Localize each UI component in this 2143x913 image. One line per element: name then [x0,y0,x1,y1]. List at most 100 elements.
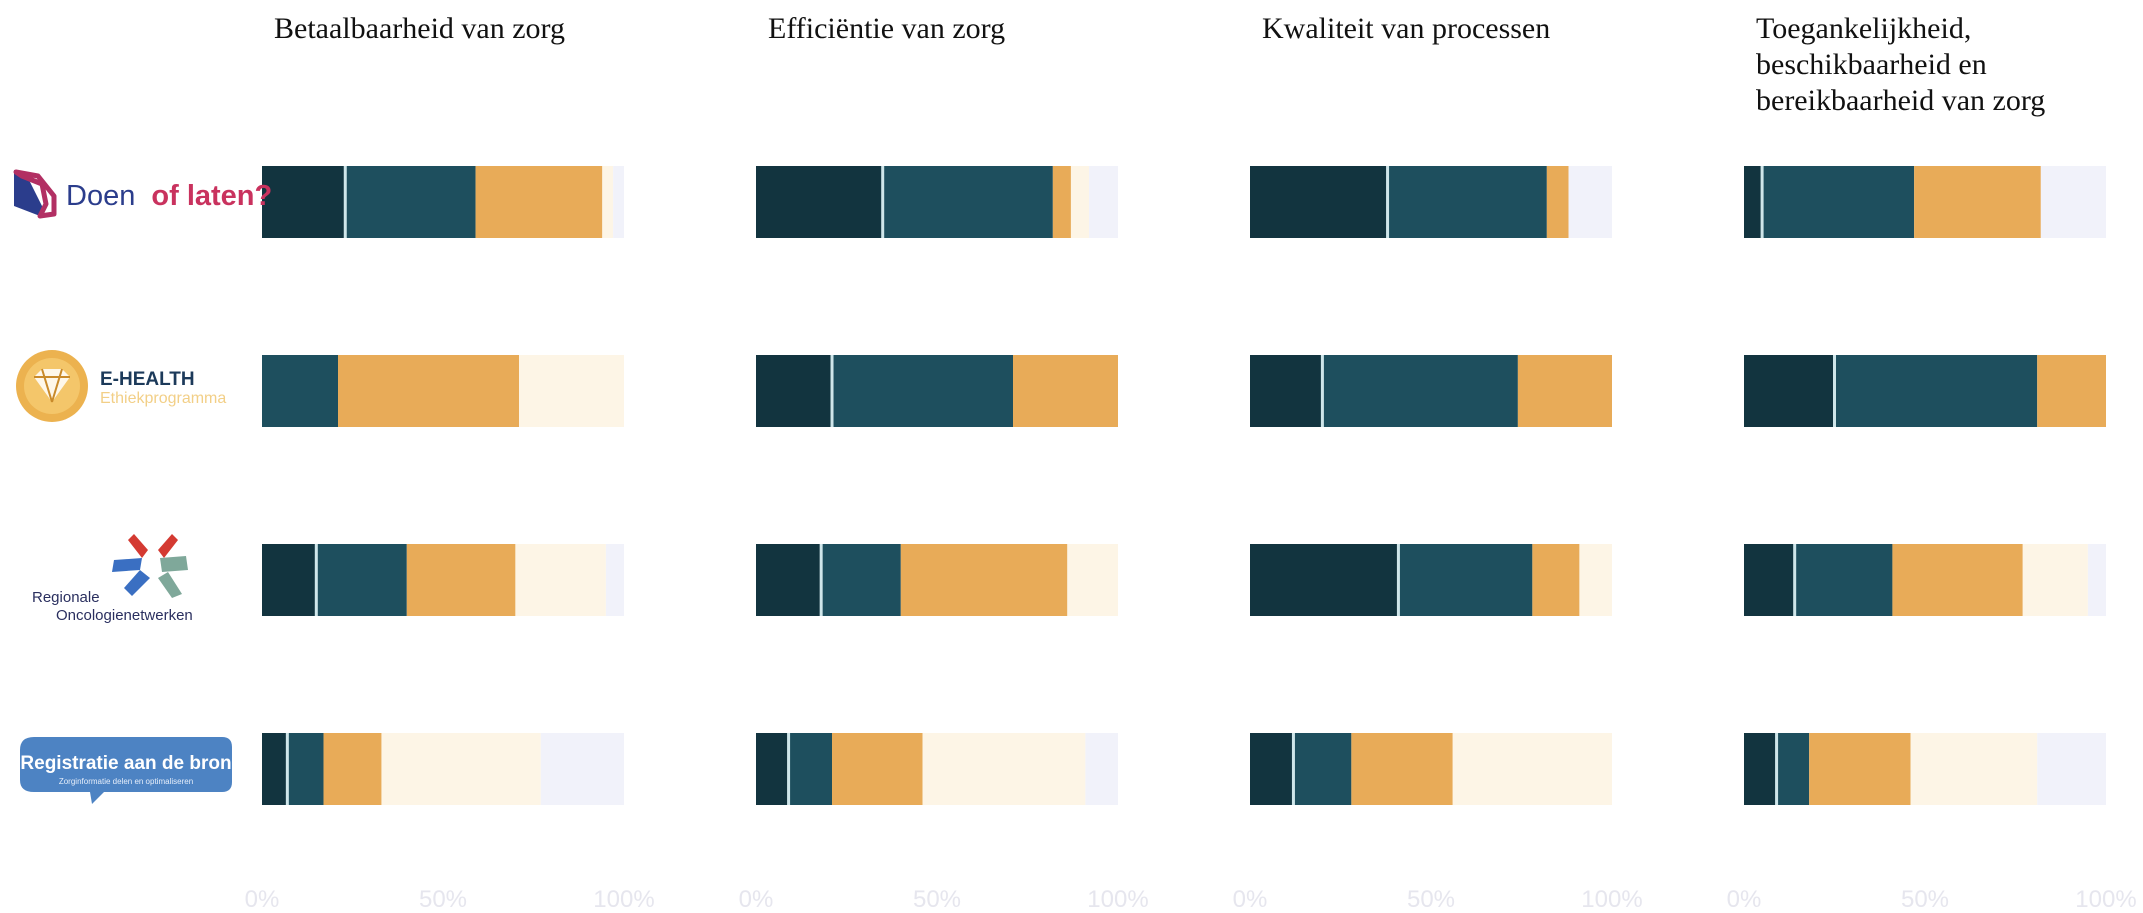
segment-divider-p1-r4 [285,733,289,805]
bar-panel-1-row-1 [262,166,624,238]
registratie-aan-de-bron-logo: Registratie aan de bron Zorginformatie d… [20,737,232,804]
bar-segment-p3-r4-s1 [1250,733,1294,805]
bar-segment-p4-r4-s5 [2037,733,2106,805]
bar-segment-p2-r4-s2 [788,733,833,805]
bar-panel-4-row-4 [1744,733,2106,805]
bar-segment-p4-r2-s1 [1744,355,1835,427]
tick-label-panel-2-3: 100% [1087,886,1148,913]
tick-label-panel-3-2: 50% [1407,886,1455,913]
segment-divider-p1-r1 [343,166,347,238]
doen-logo-frame-icon [14,170,44,216]
bar-panel-1-row-2 [262,355,624,427]
bar-segment-p2-r1-s2 [882,166,1053,238]
tick-label-panel-3-1: 0% [1233,886,1268,913]
bars [262,166,2106,805]
bar-segment-p3-r4-s4 [1452,733,1612,805]
segment-divider-p4-r2 [1833,355,1836,427]
bar-segment-p1-r4-s3 [323,733,382,805]
bar-panel-3-row-1 [1250,166,1612,238]
segment-divider-p4-r1 [1760,166,1764,238]
segment-divider-p3-r2 [1320,355,1324,427]
bar-segment-p1-r4-s1 [262,733,288,805]
bar-segment-p4-r4-s3 [1809,733,1911,805]
bar-segment-p2-r3-s3 [900,544,1068,616]
bar-segment-p2-r1-s5 [1089,166,1118,238]
bar-segment-p1-r2-s4 [519,355,624,427]
tick-label-panel-4-3: 100% [2075,886,2136,913]
bar-panel-1-row-3 [262,544,624,616]
bar-segment-p4-r4-s4 [1910,733,2038,805]
bar-segment-p3-r3-s4 [1579,544,1612,616]
tick-label-panel-1-1: 0% [245,886,280,913]
bar-segment-p2-r4-s5 [1085,733,1118,805]
panel-title-3-line-1: Kwaliteit van processen [1262,12,1550,45]
doen-logo-word1: Doen [66,180,135,212]
registratie-logo-line1: Registratie aan de bron [20,753,231,774]
panel-title-2-line-1: Efficiëntie van zorg [768,12,1005,45]
panel-title-4-line-2: beschikbaarheid en [1756,48,1987,81]
bar-segment-p4-r3-s5 [2087,544,2106,616]
bar-panel-4-row-3 [1744,544,2106,616]
bar-segment-p3-r4-s2 [1293,733,1352,805]
ehealth-logo-line2: Ethiekprogramma [100,390,226,407]
bar-segment-p4-r2-s2 [1834,355,2038,427]
bar-panel-3-row-2 [1250,355,1612,427]
regionale-logo-line2: Oncologienetwerken [56,607,193,624]
bar-segment-p1-r1-s5 [613,166,624,238]
bar-segment-p1-r4-s2 [287,733,324,805]
segment-divider-p3-r3 [1396,544,1400,616]
bar-segment-p3-r2-s2 [1322,355,1518,427]
bar-segment-p4-r2-s3 [2037,355,2106,427]
bar-segment-p2-r4-s3 [832,733,923,805]
tick-label-panel-4-1: 0% [1727,886,1762,913]
doen-logo-word2: of laten? [151,180,272,212]
bar-segment-p1-r4-s4 [381,733,541,805]
bar-segment-p4-r3-s1 [1744,544,1795,616]
bar-segment-p1-r3-s5 [605,544,624,616]
bar-panel-4-row-2 [1744,355,2106,427]
bar-segment-p4-r4-s2 [1776,733,1810,805]
axis-ticks: 0% 50% 100% 0% 50% 100% 0% 50% 100% 0% 50% 100% [245,886,2137,913]
bar-segment-p4-r3-s2 [1794,544,1893,616]
bar-segment-p1-r3-s3 [406,544,516,616]
bar-segment-p4-r3-s3 [1892,544,2023,616]
bar-segment-p1-r4-s5 [540,733,624,805]
tick-label-panel-2-1: 0% [739,886,774,913]
bar-segment-p3-r1-s2 [1387,166,1547,238]
bar-segment-p1-r3-s4 [515,544,606,616]
bar-segment-p1-r2-s2 [262,355,339,427]
segment-divider-p1-r3 [314,544,318,616]
ehealth-logo-line1: E-HEALTH [100,369,195,390]
bar-segment-p4-r1-s3 [1914,166,2041,238]
bar-segment-p3-r3-s3 [1532,544,1580,616]
bar-segment-p2-r3-s1 [756,544,822,616]
bar-segment-p1-r1-s3 [475,166,603,238]
panel-title-4-line-1: Toegankelijkheid, [1756,12,1971,45]
bar-segment-p3-r2-s1 [1250,355,1323,427]
bar-segment-p1-r2-s3 [338,355,520,427]
bar-segment-p3-r2-s3 [1517,355,1612,427]
segment-divider-p2-r4 [787,733,791,805]
segment-divider-p4-r3 [1793,544,1797,616]
bar-panel-2-row-4 [756,733,1118,805]
bar-segment-p3-r1-s1 [1250,166,1388,238]
bar-segment-p3-r3-s2 [1398,544,1533,616]
bar-panel-1-row-4 [262,733,624,805]
bar-segment-p3-r3-s1 [1250,544,1399,616]
bar-segment-p2-r2-s1 [756,355,833,427]
tick-label-panel-4-2: 50% [1901,886,1949,913]
regionale-star-icon [112,534,188,598]
panel-title-4-line-3: bereikbaarheid van zorg [1756,84,2045,117]
regionale-logo-line1: Regionale [32,589,100,606]
tick-label-panel-1-2: 50% [419,886,467,913]
bar-segment-p2-r1-s3 [1052,166,1071,238]
tick-label-panel-2-2: 50% [913,886,961,913]
segment-divider-p2-r3 [819,544,823,616]
tick-label-panel-1-3: 100% [593,886,654,913]
regionale-oncologienetwerken-logo: Regionale Oncologienetwerken [32,534,193,624]
panel-title-1-line-1: Betaalbaarheid van zorg [274,12,565,45]
bar-segment-p2-r4-s4 [922,733,1086,805]
bar-segment-p2-r2-s2 [832,355,1014,427]
bar-segment-p1-r3-s2 [316,544,407,616]
bar-panel-4-row-1 [1744,166,2106,238]
